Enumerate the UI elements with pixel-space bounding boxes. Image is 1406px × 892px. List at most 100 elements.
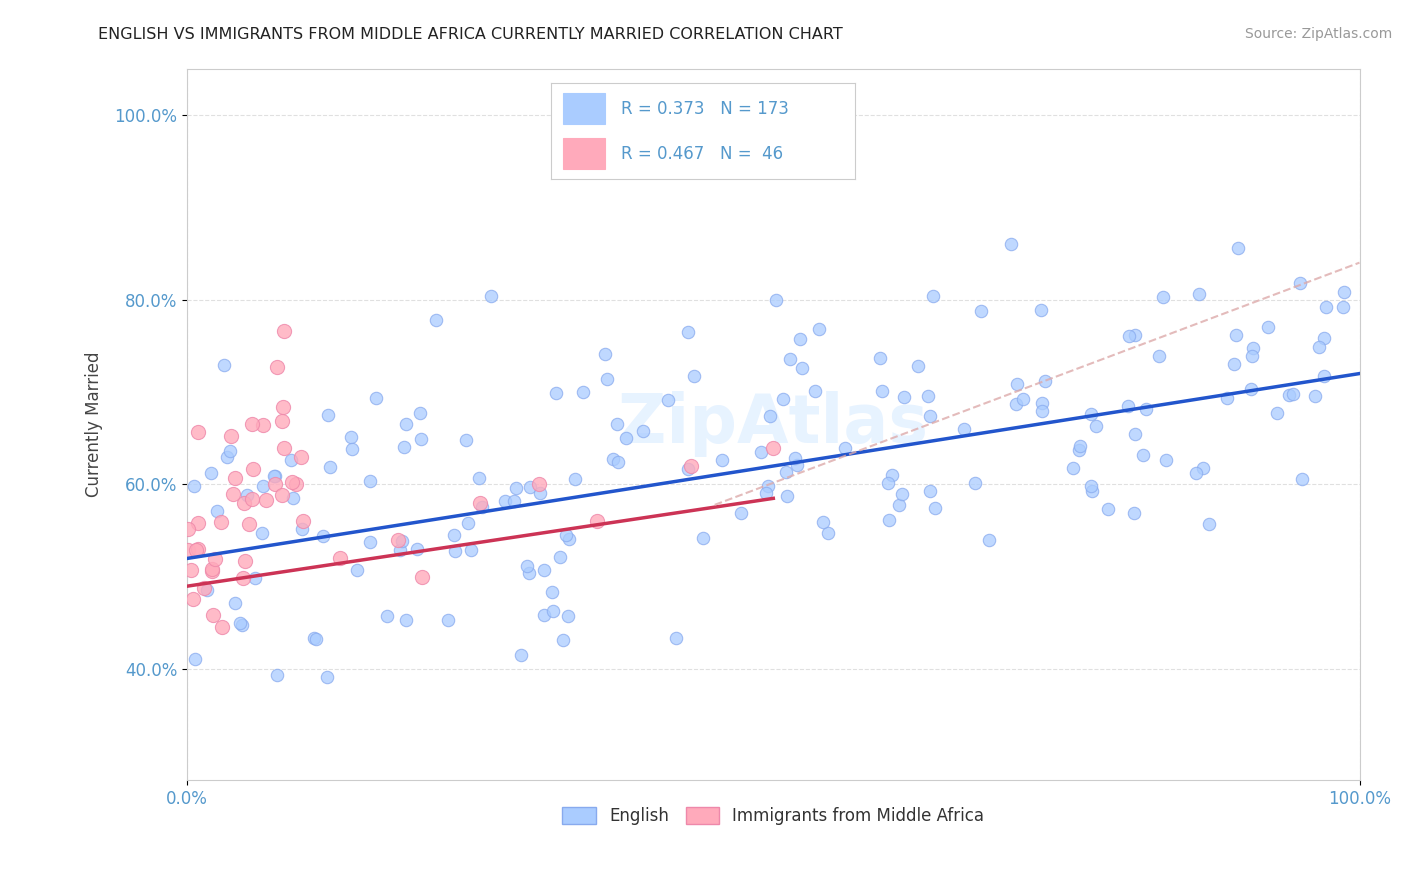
English	[184, 652, 207, 666]
English	[1308, 340, 1330, 354]
English	[817, 526, 839, 541]
English	[1156, 452, 1178, 467]
English	[557, 609, 579, 624]
Immigrants from Middle Africa	[240, 491, 263, 506]
English	[346, 563, 368, 577]
English	[631, 424, 654, 438]
Immigrants from Middle Africa	[263, 477, 285, 491]
English	[1031, 396, 1053, 410]
Y-axis label: Currently Married: Currently Married	[86, 351, 103, 497]
English	[889, 498, 911, 512]
Immigrants from Middle Africa	[177, 522, 200, 536]
English	[572, 385, 595, 400]
English	[316, 408, 339, 422]
English	[1081, 483, 1104, 498]
English	[602, 452, 624, 467]
English	[970, 304, 993, 318]
English	[1029, 302, 1052, 317]
English	[808, 322, 831, 336]
English	[804, 384, 827, 398]
English	[657, 393, 679, 408]
English	[1118, 328, 1140, 343]
English	[281, 491, 304, 506]
English	[834, 442, 856, 456]
English	[595, 347, 617, 361]
English	[606, 417, 628, 431]
English	[479, 289, 502, 303]
Immigrants from Middle Africa	[470, 496, 492, 510]
English	[533, 563, 555, 577]
English	[454, 433, 477, 447]
Immigrants from Middle Africa	[285, 477, 308, 491]
English	[870, 384, 893, 399]
English	[869, 351, 891, 365]
Immigrants from Middle Africa	[266, 359, 288, 374]
English	[305, 632, 328, 646]
English	[1240, 383, 1263, 397]
English	[510, 648, 533, 662]
English	[907, 359, 929, 373]
English	[775, 465, 797, 479]
English	[471, 500, 494, 515]
English	[359, 474, 381, 488]
English	[231, 618, 253, 632]
English	[1080, 479, 1102, 493]
English	[749, 444, 772, 458]
English	[502, 494, 524, 508]
English	[1080, 407, 1102, 421]
English	[366, 391, 388, 405]
English	[710, 453, 733, 467]
English	[665, 631, 688, 645]
English	[457, 516, 479, 530]
Immigrants from Middle Africa	[186, 542, 208, 557]
Immigrants from Middle Africa	[254, 493, 277, 508]
English	[776, 489, 799, 503]
Immigrants from Middle Africa	[232, 571, 254, 585]
English	[880, 468, 903, 483]
Immigrants from Middle Africa	[221, 429, 243, 443]
English	[250, 525, 273, 540]
English	[1097, 502, 1119, 516]
English	[266, 668, 288, 682]
Immigrants from Middle Africa	[527, 477, 550, 491]
Immigrants from Middle Africa	[187, 516, 209, 530]
Immigrants from Middle Africa	[204, 552, 226, 566]
English	[1147, 349, 1170, 363]
English	[516, 558, 538, 573]
English	[779, 352, 801, 367]
Immigrants from Middle Africa	[328, 551, 350, 566]
English	[519, 480, 541, 494]
English	[614, 431, 637, 445]
English	[406, 542, 429, 557]
Immigrants from Middle Africa	[762, 441, 785, 455]
English	[444, 544, 467, 558]
English	[425, 312, 447, 326]
English	[1084, 418, 1107, 433]
English	[1277, 387, 1299, 401]
English	[918, 483, 941, 498]
English	[813, 515, 835, 529]
English	[1123, 328, 1146, 343]
English	[541, 604, 564, 618]
English	[291, 522, 314, 536]
English	[1067, 443, 1090, 458]
English	[596, 372, 619, 386]
English	[557, 532, 579, 546]
English	[917, 389, 939, 403]
English	[1240, 349, 1263, 363]
English	[1226, 241, 1249, 255]
Immigrants from Middle Africa	[273, 441, 295, 455]
English	[553, 632, 575, 647]
English	[1216, 391, 1239, 405]
English	[792, 360, 814, 375]
English	[1291, 472, 1313, 486]
English	[1225, 327, 1247, 342]
English	[1265, 406, 1288, 420]
English	[789, 332, 811, 346]
Immigrants from Middle Africa	[271, 401, 294, 415]
English	[529, 486, 551, 500]
English	[772, 392, 794, 407]
English	[436, 613, 458, 627]
English	[759, 409, 782, 423]
English	[1257, 320, 1279, 334]
